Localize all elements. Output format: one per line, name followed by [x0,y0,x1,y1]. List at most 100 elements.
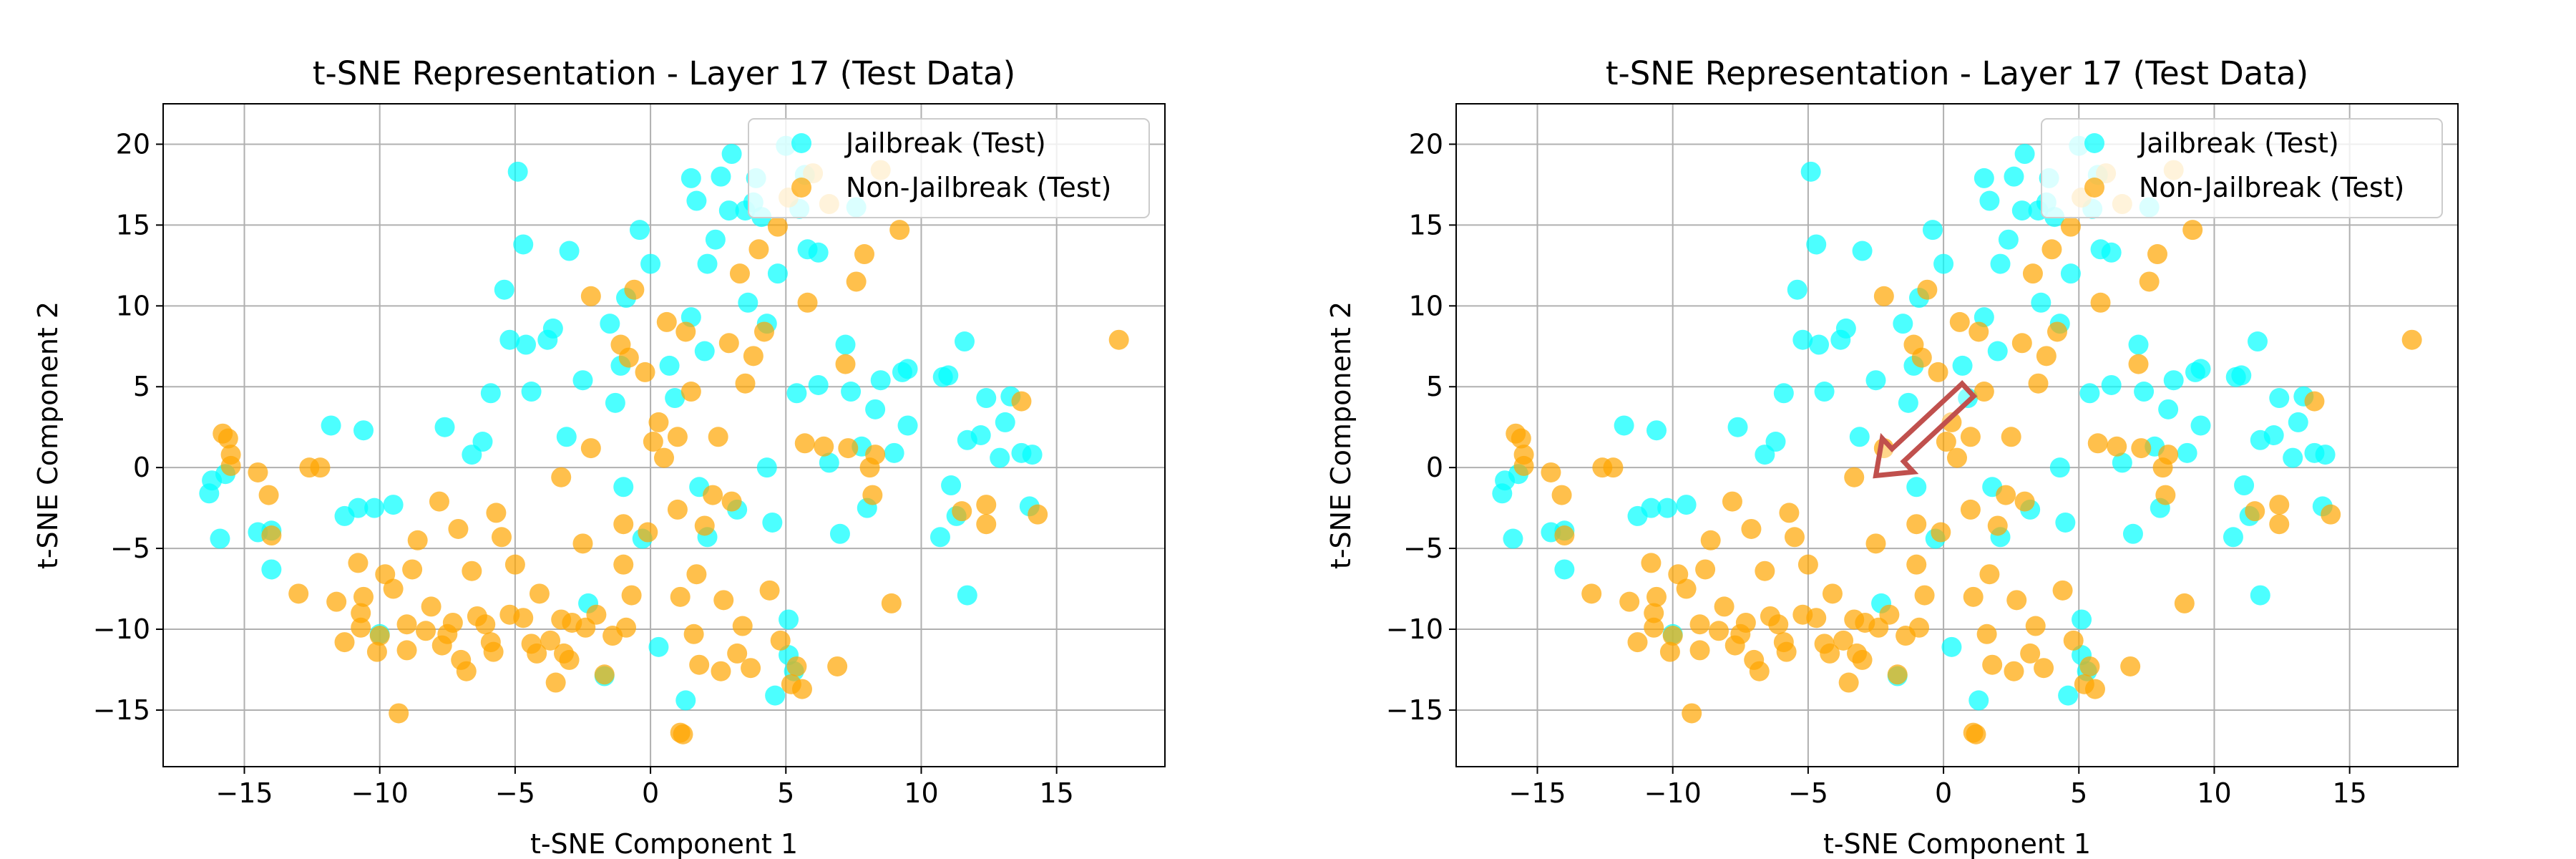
nonjailbreak-point [686,564,707,585]
jailbreak-point [2112,452,2132,473]
nonjailbreak-point [654,447,674,468]
nonjailbreak-point [416,621,436,641]
chart-title: t-SNE Representation - Layer 17 (Test Da… [313,54,1015,92]
jailbreak-point [1933,253,1954,274]
jailbreak-point [680,168,701,188]
nonjailbreak-point [2014,491,2035,512]
nonjailbreak-point [421,596,441,617]
nonjailbreak-point [675,321,696,342]
nonjailbreak-point [527,643,547,664]
chart-title: t-SNE Representation - Layer 17 (Test Da… [1606,54,2308,92]
y-tick-label: 5 [133,371,150,402]
nonjailbreak-point [248,462,268,482]
nonjailbreak-point [1887,664,1908,685]
jailbreak-point [870,370,891,391]
legend-marker-nonjailbreak [791,178,811,198]
nonjailbreak-point [402,559,423,580]
nonjailbreak-point [1865,533,1886,554]
jailbreak-point [2288,412,2308,432]
nonjailbreak-point [711,661,731,681]
jailbreak-point [434,417,455,437]
nonjailbreak-point [1838,672,1859,693]
nonjailbreak-point [326,591,347,612]
nonjailbreak-point [767,216,788,237]
jailbreak-point [2269,388,2290,409]
nonjailbreak-point [713,590,734,611]
nonjailbreak-point [375,564,396,585]
jailbreak-point [480,383,501,404]
jailbreak-point [542,318,563,339]
y-tick-label: 15 [1409,209,1443,241]
nonjailbreak-point [2128,354,2149,374]
jailbreak-point [2072,609,2092,630]
y-tick-label: 0 [1426,452,1443,483]
jailbreak-point [640,253,661,274]
jailbreak-point [829,523,850,544]
jailbreak-point [1968,690,1989,711]
jailbreak-point [1646,420,1667,441]
jailbreak-point [1809,334,1830,355]
jailbreak-point [1676,495,1697,515]
nonjailbreak-point [1755,560,1775,581]
x-tick-label: 15 [2332,777,2366,809]
nonjailbreak-point [721,491,742,512]
nonjailbreak-point [838,438,859,459]
jailbreak-point [970,425,991,445]
nonjailbreak-point [1909,617,1930,638]
legend-box [748,118,1150,218]
jailbreak-point [697,253,718,274]
jailbreak-point [516,334,537,355]
nonjailbreak-point [2269,495,2290,515]
nonjailbreak-point [2036,346,2057,367]
nonjailbreak-point [1682,703,1702,724]
jailbreak-point [718,200,739,221]
jailbreak-point [786,383,807,404]
nonjailbreak-point [670,586,691,607]
y-tick-label: −15 [1386,694,1443,726]
nonjailbreak-point [1960,427,1981,447]
x-tick-label: −10 [1644,777,1702,809]
jailbreak-point [364,498,385,518]
nonjailbreak-point [1936,432,1956,452]
nonjailbreak-point [667,499,688,520]
nonjailbreak-point [854,244,874,265]
nonjailbreak-point [1979,564,2000,585]
y-tick-label: −5 [110,533,150,564]
nonjailbreak-point [580,438,601,459]
y-tick-label: 20 [116,128,150,160]
jailbreak-point [1990,253,2011,274]
nonjailbreak-point [1976,623,1997,644]
nonjailbreak-point [396,640,417,661]
nonjailbreak-point [835,354,856,374]
jailbreak-point [884,442,904,463]
nonjailbreak-point [483,641,504,662]
nonjailbreak-point [1511,428,1531,449]
jailbreak-point [521,382,542,402]
jailbreak-point [738,292,758,313]
arrow-shape [1873,380,1978,479]
x-axis-label: t-SNE Component 1 [530,828,798,859]
jailbreak-point [2315,445,2336,465]
annotation-arrow [1873,380,1978,479]
nonjailbreak-point [540,630,561,651]
nonjailbreak-point [2079,656,2100,676]
jailbreak-point [1773,383,1794,404]
x-axis-ticks: −15 −10 −5 0 5 10 15 [1508,767,2367,809]
jailbreak-point [765,685,786,706]
x-tick-label: −5 [1788,777,1828,809]
nonjailbreak-point [1968,321,1989,342]
jailbreak-point [976,388,997,409]
legend: Jailbreak (Test) Non-Jailbreak (Test) [2041,118,2443,218]
jailbreak-point [930,527,950,548]
jailbreak-point [2101,242,2122,263]
jailbreak-point [995,412,1015,432]
jailbreak-point [779,609,799,630]
jailbreak-point [1849,427,1870,447]
nonjailbreak-point [1646,586,1667,607]
jailbreak-point [2231,365,2252,386]
nonjailbreak-point [1541,462,1561,482]
nonjailbreak-point [1513,455,1534,476]
nonjailbreak-point [976,495,997,515]
jailbreak-point [499,329,520,350]
